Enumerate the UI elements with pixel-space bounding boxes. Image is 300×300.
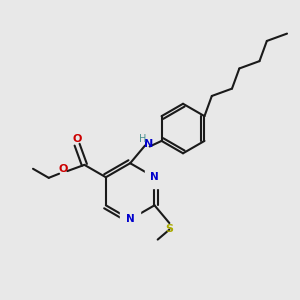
Text: O: O xyxy=(58,164,68,174)
Text: O: O xyxy=(72,134,82,144)
Text: N: N xyxy=(126,214,135,224)
Text: N: N xyxy=(150,172,159,182)
Text: S: S xyxy=(165,224,173,234)
Text: H: H xyxy=(139,134,146,144)
Text: N: N xyxy=(144,139,154,149)
